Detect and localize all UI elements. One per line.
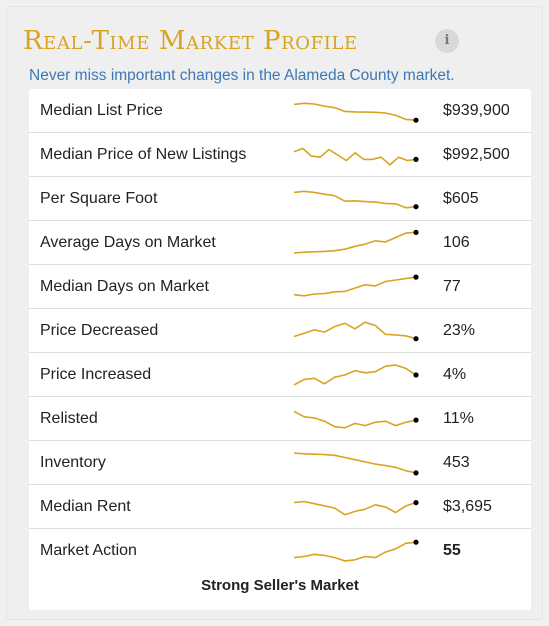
metric-row: Median Days on Market 77 xyxy=(29,265,531,309)
metric-label: Market Action xyxy=(40,542,137,559)
metric-value: $992,500 xyxy=(443,146,510,163)
sparkline-path xyxy=(293,410,417,429)
metric-label: Median Days on Market xyxy=(40,278,209,295)
metric-row: Price Increased 4% xyxy=(29,353,531,397)
trend-sparkline xyxy=(293,539,419,562)
market-status: Strong Seller's Market xyxy=(201,577,359,594)
sparkline-endpoint xyxy=(413,274,419,280)
sparkline-path xyxy=(293,231,417,254)
metric-value: 4% xyxy=(443,366,467,383)
metric-row: Median Rent $3,695 xyxy=(29,485,531,529)
metric-row: Relisted 11% xyxy=(29,397,531,441)
metric-label: Price Decreased xyxy=(40,322,159,339)
sparkline-path xyxy=(293,102,417,121)
info-icon[interactable]: i xyxy=(435,29,459,53)
sparkline-path xyxy=(293,364,417,386)
sparkline-endpoint xyxy=(413,470,419,476)
trend-sparkline xyxy=(293,321,419,342)
sparkline-endpoint xyxy=(413,156,419,162)
sparkline-endpoint xyxy=(413,229,419,235)
sparkline-endpoint xyxy=(413,117,419,123)
sparkline-endpoint xyxy=(413,500,419,506)
sparkline-path xyxy=(293,541,417,562)
title-row: Real-Time Market Profile xyxy=(23,23,358,59)
metric-row: Market Action 55 xyxy=(29,529,531,573)
trend-sparkline xyxy=(293,102,419,123)
sparkline-path xyxy=(293,452,417,474)
metric-label: Median List Price xyxy=(40,102,163,119)
metric-value: 77 xyxy=(443,278,461,295)
metric-label: Average Days on Market xyxy=(40,234,216,251)
sparkline-path xyxy=(293,147,417,166)
metric-value: 11% xyxy=(443,410,474,427)
metric-row: Price Decreased 23% xyxy=(29,309,531,353)
metric-label: Relisted xyxy=(40,410,98,427)
metric-value: 23% xyxy=(443,322,476,339)
metric-value: $939,900 xyxy=(443,102,510,119)
trend-sparkline xyxy=(293,147,419,166)
metrics-card: Median List Price $939,900 Median Price of… xyxy=(29,89,531,610)
sparkline-endpoint xyxy=(413,336,419,342)
metric-value: 106 xyxy=(443,234,470,251)
sparkline-path xyxy=(293,321,417,340)
metric-label: Inventory xyxy=(40,454,106,471)
metric-value: 453 xyxy=(443,454,470,471)
metric-row: Median List Price $939,900 xyxy=(29,89,531,133)
sparkline-path xyxy=(293,276,417,297)
trend-sparkline xyxy=(293,364,419,386)
sparkline-endpoint xyxy=(413,539,419,545)
trend-sparkline xyxy=(293,190,419,210)
sparkline-path xyxy=(293,190,417,209)
metric-label: Median Rent xyxy=(40,498,131,515)
metric-row: Median Price of New Listings $992,500 xyxy=(29,133,531,177)
metric-value: $605 xyxy=(443,190,479,207)
sparkline-endpoint xyxy=(413,417,419,423)
market-profile-panel: Real-Time Market Profile i Never miss im… xyxy=(6,6,543,620)
sparkline-endpoint xyxy=(413,372,419,378)
metric-value: 55 xyxy=(443,542,461,559)
metric-row: Per Square Foot $605 xyxy=(29,177,531,221)
trend-sparkline xyxy=(293,274,419,297)
trend-sparkline xyxy=(293,229,419,254)
metric-label: Median Price of New Listings xyxy=(40,146,247,163)
metric-value: $3,695 xyxy=(443,498,492,515)
trend-sparkline xyxy=(293,410,419,429)
metric-row: Inventory 453 xyxy=(29,441,531,485)
page-title: Real-Time Market Profile xyxy=(23,26,358,56)
subtitle: Never miss important changes in the Alam… xyxy=(29,67,455,84)
sparkline-endpoint xyxy=(413,204,419,210)
metric-row: Average Days on Market 106 xyxy=(29,221,531,265)
trend-sparkline xyxy=(293,452,419,476)
metric-label: Per Square Foot xyxy=(40,190,158,207)
sparkline-path xyxy=(293,500,417,516)
trend-sparkline xyxy=(293,500,419,516)
metric-label: Price Increased xyxy=(40,366,152,383)
